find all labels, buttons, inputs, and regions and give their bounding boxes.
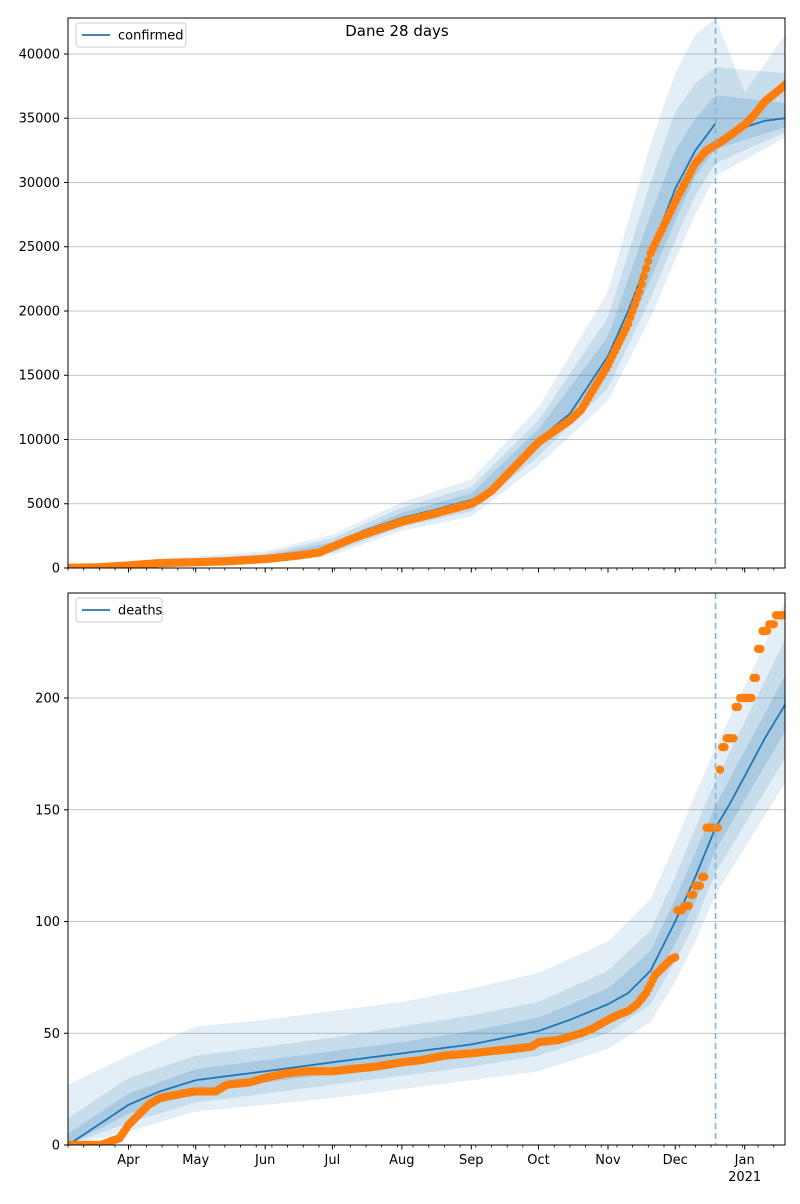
legend-label: confirmed [118, 29, 184, 44]
observed-point [639, 272, 648, 281]
x-tick-label: Jul [324, 1153, 341, 1168]
observed-point [671, 953, 680, 962]
x-tick-label: Sep [459, 1153, 484, 1168]
band-middle [68, 67, 785, 568]
y-tick-label: 40000 [19, 47, 60, 62]
observed-point [637, 279, 646, 289]
x-tick-label: Jan [734, 1153, 755, 1168]
y-tick-label: 15000 [19, 369, 60, 384]
y-tick-label: 10000 [19, 433, 60, 448]
legend-box [75, 597, 163, 623]
observed-point [769, 620, 778, 629]
y-tick-label: 20000 [19, 304, 60, 319]
x-tick-label: Apr [117, 1153, 140, 1168]
x-tick-label: Aug [389, 1153, 414, 1168]
plot-area [68, 19, 785, 568]
band-outer [68, 601, 785, 1145]
y-tick-label: 100 [35, 915, 60, 930]
observed-point [751, 673, 761, 683]
observed-point [715, 765, 725, 774]
observed-point [733, 702, 743, 712]
y-tick-label: 50 [43, 1027, 60, 1042]
legend-box [75, 22, 187, 48]
x-tick-label: Dec [663, 1153, 688, 1168]
confirmed-panel: 0 5000 10000 15000 20000 25000 30000 35000 40000… [19, 17, 786, 577]
observed-point [644, 256, 653, 266]
deaths-panel: 0 50 100 150 200 Apr May Jun Jul Aug Sep Oct Nov Dec J… [35, 592, 786, 1185]
x-tick-label: Jun [254, 1153, 275, 1168]
y-tick-label: 200 [35, 692, 60, 707]
plot-area [68, 601, 785, 1145]
observed-point [641, 264, 651, 273]
x-year-label: 2021 [728, 1170, 761, 1185]
y-tick-label: 0 [52, 562, 60, 577]
x-tick-label: May [182, 1153, 209, 1168]
observed-point [624, 319, 633, 328]
observed-point [695, 881, 705, 890]
x-tick-label: Oct [527, 1153, 549, 1168]
band-inner [68, 675, 785, 1145]
observed-point [630, 300, 640, 309]
observed-point [780, 80, 785, 89]
forecast-median-line [714, 704, 785, 829]
observed-point [780, 611, 785, 620]
observed-point [700, 872, 709, 881]
observed-point [729, 734, 738, 743]
observed-point [632, 293, 642, 303]
y-tick-label: 5000 [27, 497, 60, 512]
observed-point [720, 743, 729, 752]
observed-point [626, 313, 635, 322]
observed-point [635, 287, 644, 296]
y-tick-label: 35000 [19, 112, 60, 127]
axes-frame [67, 592, 786, 1146]
y-tick-label: 150 [35, 803, 60, 818]
observed-point [688, 890, 698, 899]
observed-point [628, 306, 637, 316]
y-tick-label: 0 [52, 1139, 60, 1154]
legend-label: deaths [118, 604, 163, 619]
observed-point [747, 693, 756, 703]
legend: confirmed [75, 22, 187, 48]
legend: deaths [75, 597, 163, 623]
x-tick-label: Nov [595, 1153, 621, 1168]
axes-frame [67, 17, 786, 569]
observed-point [684, 901, 693, 911]
y-tick-label: 25000 [19, 240, 60, 255]
y-tick-label: 30000 [19, 176, 60, 191]
model-median-line [68, 827, 717, 1145]
observed-point [756, 644, 765, 654]
figure-title: Dane 28 days [345, 22, 449, 40]
observed-point [762, 626, 772, 636]
